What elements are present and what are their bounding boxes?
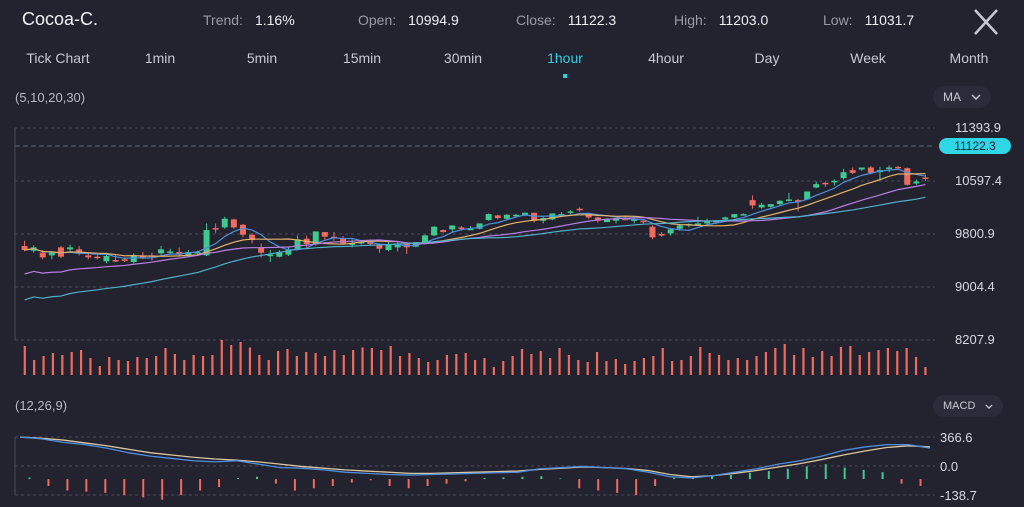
low-stat: Low: 11031.7 xyxy=(823,12,914,28)
moving-averages xyxy=(24,168,926,301)
macd-params-label: (12,26,9) xyxy=(15,398,68,413)
open-value: 10994.9 xyxy=(408,12,459,28)
trend-value: 1.16% xyxy=(254,12,295,28)
ma-params-label: (5,10,20,30) xyxy=(15,90,86,105)
macd-chart xyxy=(19,436,931,500)
macd-indicator-dropdown[interactable]: MACD xyxy=(933,395,1004,417)
macd-y-label-1: 0.0 xyxy=(940,459,959,474)
active-tab-indicator xyxy=(563,74,567,78)
close-icon xyxy=(974,9,998,35)
volume-bars xyxy=(23,340,927,375)
current-price-badge: 11122.3 xyxy=(939,138,1011,154)
instrument-title: Cocoa-C. xyxy=(22,9,99,29)
chevron-down-icon xyxy=(985,403,994,409)
y-label-3: 9004.4 xyxy=(955,279,995,294)
tab-tick-chart[interactable]: Tick Chart xyxy=(26,50,90,66)
tab-15min[interactable]: 15min xyxy=(342,50,382,66)
high-label: High: xyxy=(674,12,707,28)
trend-label: Trend: xyxy=(203,12,243,28)
open-stat: Open: 10994.9 xyxy=(358,12,459,28)
tab-month[interactable]: Month xyxy=(949,50,989,66)
close-value: 11122.3 xyxy=(567,12,617,28)
tab-4hour[interactable]: 4hour xyxy=(648,50,684,66)
macd-y-label-2: -138.7 xyxy=(940,488,977,503)
high-stat: High: 11203.0 xyxy=(674,12,768,28)
chart-grid xyxy=(14,127,935,496)
timeframe-tabs: Tick Chart 1min 5min 15min 30min 1hour 4… xyxy=(0,48,1024,78)
candlesticks xyxy=(21,165,929,264)
trend-stat: Trend: 1.16% xyxy=(203,12,295,28)
tab-5min[interactable]: 5min xyxy=(246,50,278,66)
y-label-4: 8207.9 xyxy=(955,332,995,347)
ma-dropdown-label: MA xyxy=(943,90,961,104)
tab-30min[interactable]: 30min xyxy=(443,50,483,66)
low-label: Low: xyxy=(823,12,853,28)
tab-day[interactable]: Day xyxy=(754,50,780,66)
open-label: Open: xyxy=(358,12,397,28)
y-label-1: 10597.4 xyxy=(955,173,1002,188)
high-value: 11203.0 xyxy=(718,12,769,28)
low-value: 11031.7 xyxy=(864,12,915,28)
header: Cocoa-C. Trend: 1.16% Open: 10994.9 Close:… xyxy=(0,0,1024,40)
close-label: Close: xyxy=(516,12,556,28)
tab-1hour-label: 1hour xyxy=(547,50,583,66)
chevron-down-icon xyxy=(971,94,981,100)
close-stat: Close: 11122.3 xyxy=(516,12,616,28)
y-label-2: 9800.9 xyxy=(955,226,995,241)
ma-indicator-dropdown[interactable]: MA xyxy=(933,86,991,108)
macd-dropdown-label: MACD xyxy=(943,400,976,412)
y-label-0: 11393.9 xyxy=(955,120,1002,135)
tab-week[interactable]: Week xyxy=(850,50,886,66)
close-button[interactable] xyxy=(970,6,1002,38)
macd-y-label-0: 366.6 xyxy=(940,430,973,445)
tab-1hour[interactable]: 1hour xyxy=(547,50,583,78)
tab-1min[interactable]: 1min xyxy=(144,50,176,66)
